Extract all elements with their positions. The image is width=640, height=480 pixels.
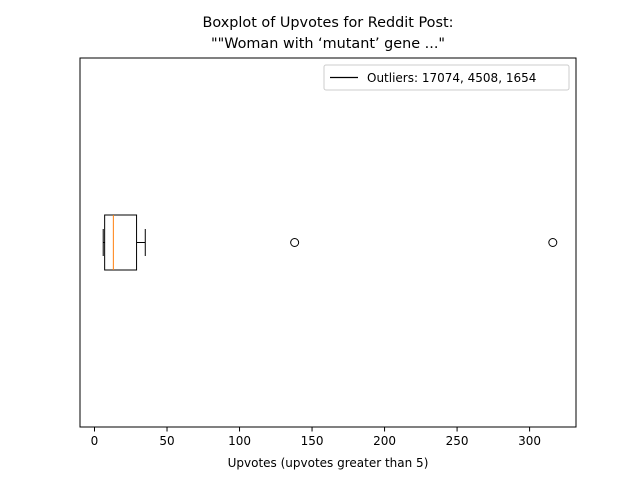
- x-axis-ticks: 0 50 100 150 200 250 300: [91, 427, 541, 448]
- box-marks: [102, 214, 558, 271]
- plot-area: [80, 58, 576, 427]
- legend-box: [323, 64, 570, 91]
- chart-title-line-1: Boxplot of Upvotes for Reddit Post:: [203, 15, 454, 31]
- x-tick-label: 50: [159, 434, 174, 448]
- outlier-point: [548, 238, 558, 247]
- x-tick-label: 300: [518, 434, 541, 448]
- legend: Outliers: 17074, 4508, 1654: [323, 64, 570, 91]
- x-axis-label: Upvotes (upvotes greater than 5): [228, 456, 429, 470]
- x-tick-label: 0: [91, 434, 99, 448]
- iqr-box: [104, 214, 138, 271]
- plot-frame: [79, 57, 577, 428]
- legend-entry-outliers: Outliers: 17074, 4508, 1654: [367, 71, 536, 85]
- x-tick-label: 150: [301, 434, 324, 448]
- x-tick-label: 250: [446, 434, 469, 448]
- x-tick-label: 100: [228, 434, 251, 448]
- outlier-point: [290, 238, 300, 247]
- x-tick-label: 200: [373, 434, 396, 448]
- chart-title-line-2: ""Woman with ‘mutant’ gene ...": [211, 36, 445, 52]
